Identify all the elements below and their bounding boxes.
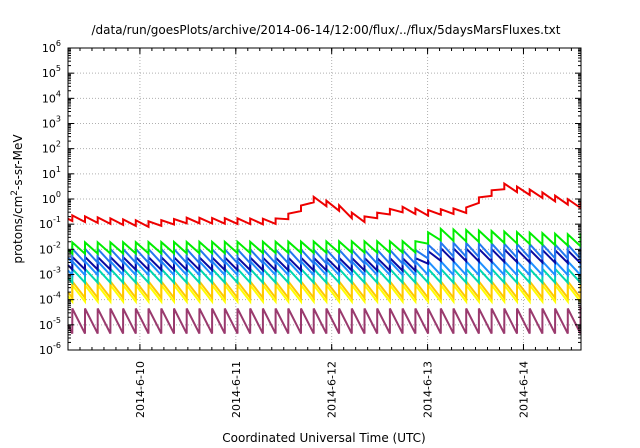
grid: [68, 48, 581, 350]
y-tick-label: 10-4: [39, 291, 61, 307]
y-tick-label: 10-5: [39, 316, 61, 332]
y-tick-label: 106: [42, 39, 61, 55]
y-tick-label: 100: [42, 190, 61, 206]
y-axis-ticks: 10-6 10-5 10-4 10-3 10-2 10-1 100 101 102 103 104 1…: [39, 39, 581, 357]
y-tick-label: 102: [42, 140, 61, 156]
x-axis-ticks: 2014-6-10 2014-6-11 2014-6-12 2014-6-13 2014…: [67, 48, 572, 418]
series-layer: [67, 181, 582, 335]
y-axis-label: protons/cm2-s-sr-MeV: [10, 134, 25, 264]
y-tick-label: 10-6: [39, 341, 61, 357]
y-tick-label: 10-1: [39, 215, 61, 231]
y-tick-label: 101: [42, 165, 61, 181]
chart-title: /data/run/goesPlots/archive/2014-06-14/1…: [92, 23, 561, 37]
x-tick-label: 2014-6-11: [230, 361, 243, 418]
x-tick-label: 2014-6-12: [326, 361, 339, 418]
x-tick-label: 2014-6-14: [517, 361, 530, 418]
y-tick-label: 105: [42, 64, 61, 80]
plot-frame: [67, 47, 582, 351]
series-line-8: [67, 226, 582, 256]
y-tick-label: 10-2: [39, 240, 61, 256]
x-axis-label: Coordinated Universal Time (UTC): [222, 431, 425, 445]
y-tick-label: 10-3: [39, 266, 61, 282]
y-tick-label: 104: [42, 89, 61, 105]
y-tick-label: 103: [42, 115, 61, 131]
series-line-1: [67, 304, 582, 335]
series-line-9: [67, 181, 582, 229]
x-tick-label: 2014-6-10: [134, 361, 147, 418]
x-tick-label: 2014-6-13: [422, 361, 435, 418]
